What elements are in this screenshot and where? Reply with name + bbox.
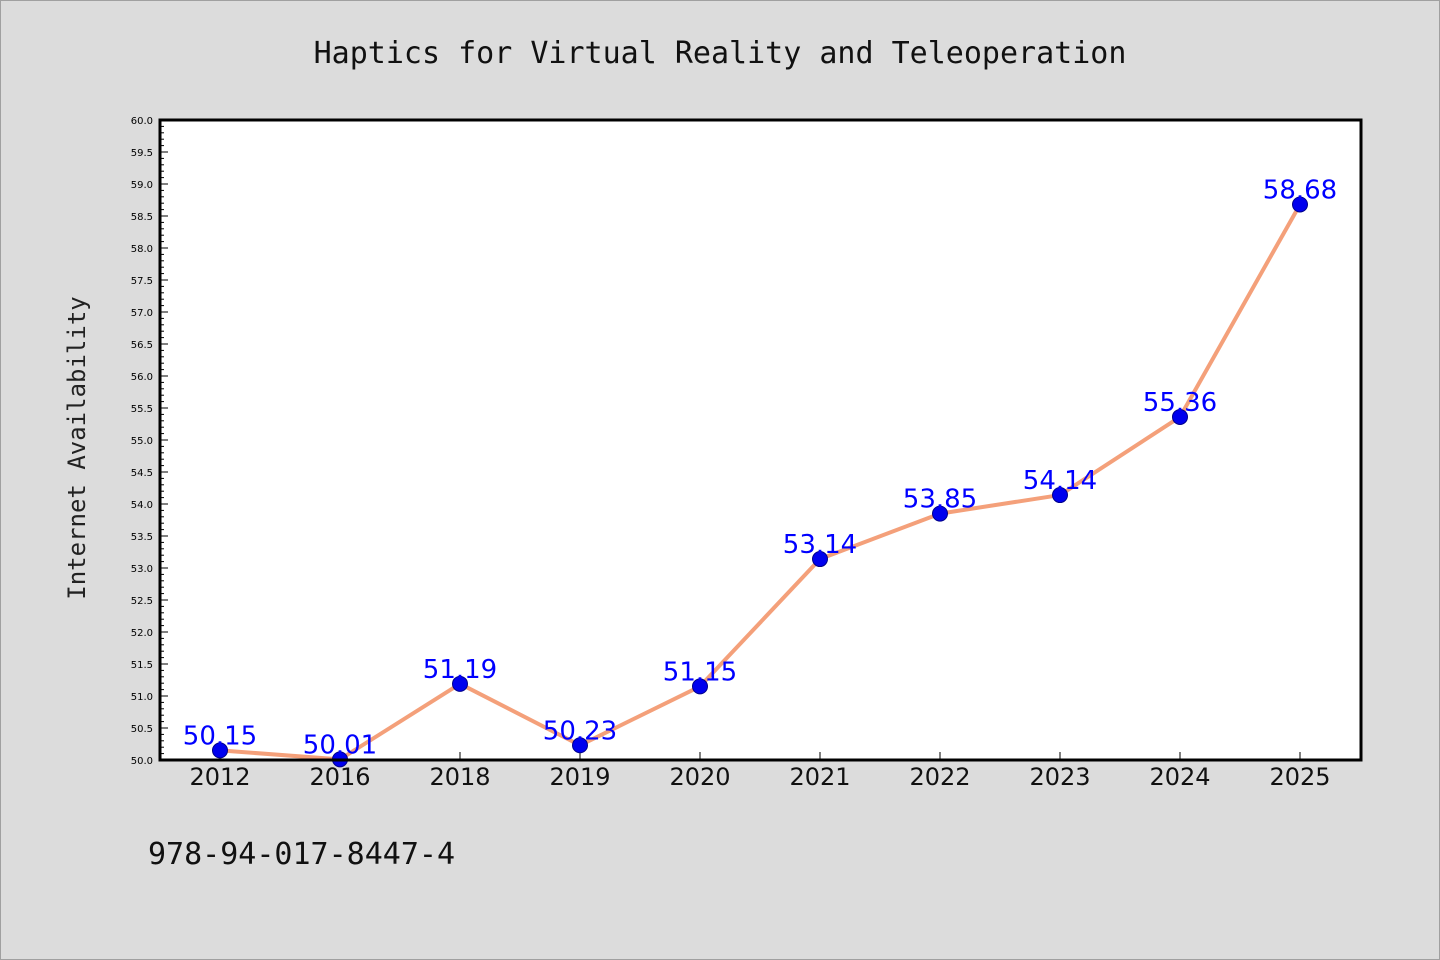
y-tick-label: 50.0: [131, 756, 153, 767]
data-label: 58.68: [1263, 175, 1337, 205]
data-point: [212, 742, 228, 759]
data-point: [1292, 196, 1308, 213]
x-axis: 2012 2016 2018 2019 2020 2021 2022 2023 2024 2025: [189, 752, 1331, 791]
x-tick-label: 2024: [1149, 763, 1210, 791]
y-tick-label: 57.5: [131, 276, 153, 287]
data-label: 53.85: [903, 485, 977, 515]
series-path: [219, 203, 1302, 762]
chart-title: Haptics for Virtual Reality and Teleoper…: [314, 36, 1127, 71]
y-tick-label: 51.5: [131, 660, 153, 671]
y-tick-label: 52.5: [131, 596, 153, 607]
data-point: [932, 505, 948, 522]
plot-border: [158, 118, 1363, 762]
data-point: [572, 737, 588, 754]
x-tick-label: 2018: [429, 763, 490, 791]
y-tick-label: 54.5: [131, 468, 153, 479]
series-line: 50.15 50.01 51.19 50.23 51.15 53.14 53.85 54.14…: [183, 175, 1337, 768]
y-tick-label: 54.0: [131, 500, 153, 511]
data-point: [1052, 487, 1068, 504]
data-point: [812, 551, 828, 568]
data-label: 51.19: [423, 655, 497, 685]
y-tick-label: 52.0: [131, 628, 153, 639]
data-label: 51.15: [663, 657, 737, 687]
x-tick-label: 2023: [1029, 763, 1090, 791]
y-axis: 50.0 50.5 51.0 51.5 52.0 52.5 53.0 53.5 54.0 54.5…: [131, 116, 168, 767]
x-tick-label: 2021: [789, 763, 850, 791]
x-tick-label: 2025: [1269, 763, 1330, 791]
data-label: 54.14: [1023, 466, 1097, 496]
x-tick-label: 2012: [189, 763, 250, 791]
x-tick-label: 2016: [309, 763, 370, 791]
x-tick-label: 2022: [909, 763, 970, 791]
isbn-annotation: 978-94-017-8447-4: [148, 837, 455, 872]
y-tick-label: 53.0: [131, 564, 153, 575]
y-axis-label: Internet Availability: [63, 296, 91, 599]
data-label: 50.15: [183, 721, 257, 751]
y-tick-label: 58.0: [131, 244, 153, 255]
x-tick-label: 2020: [669, 763, 730, 791]
y-tick-label: 50.5: [131, 724, 153, 735]
y-tick-label: 57.0: [131, 308, 153, 319]
y-tick-label: 55.0: [131, 436, 153, 447]
data-label: 53.14: [783, 530, 857, 560]
data-point: [692, 678, 708, 695]
y-tick-label: 56.5: [131, 340, 153, 351]
y-tick-label: 58.5: [131, 212, 153, 223]
y-tick-label: 59.5: [131, 148, 153, 159]
y-tick-label: 51.0: [131, 692, 153, 703]
x-tick-label: 2019: [549, 763, 610, 791]
y-tick-label: 60.0: [131, 116, 153, 127]
data-point: [452, 675, 468, 692]
data-point: [1172, 408, 1188, 425]
y-tick-label: 55.5: [131, 404, 153, 415]
data-label: 50.01: [303, 730, 377, 760]
data-label: 50.23: [543, 716, 617, 746]
y-tick-label: 53.5: [131, 532, 153, 543]
data-label: 55.36: [1143, 388, 1217, 418]
y-tick-label: 56.0: [131, 372, 153, 383]
y-tick-label: 59.0: [131, 180, 153, 191]
plot-area: [160, 120, 1361, 760]
